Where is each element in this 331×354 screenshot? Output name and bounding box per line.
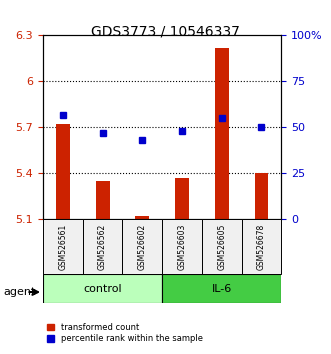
Text: GSM526561: GSM526561 — [58, 224, 68, 270]
FancyBboxPatch shape — [242, 219, 281, 274]
Legend: transformed count, percentile rank within the sample: transformed count, percentile rank withi… — [47, 323, 203, 343]
Text: GSM526605: GSM526605 — [217, 224, 226, 270]
Bar — [175, 178, 189, 219]
Bar — [215, 48, 229, 219]
Text: agent: agent — [3, 287, 36, 297]
FancyBboxPatch shape — [43, 274, 162, 303]
Bar — [135, 216, 149, 219]
Text: GSM526602: GSM526602 — [138, 224, 147, 270]
FancyBboxPatch shape — [122, 219, 162, 274]
Text: GSM526562: GSM526562 — [98, 224, 107, 270]
Text: GSM526678: GSM526678 — [257, 224, 266, 270]
FancyBboxPatch shape — [202, 219, 242, 274]
FancyBboxPatch shape — [162, 274, 281, 303]
FancyBboxPatch shape — [83, 219, 122, 274]
Bar — [255, 173, 268, 219]
FancyBboxPatch shape — [162, 219, 202, 274]
Bar — [56, 124, 70, 219]
Text: IL-6: IL-6 — [212, 284, 232, 293]
Text: control: control — [83, 284, 122, 293]
Text: GDS3773 / 10546337: GDS3773 / 10546337 — [91, 25, 240, 39]
Bar — [96, 181, 110, 219]
Text: GSM526603: GSM526603 — [177, 224, 187, 270]
FancyBboxPatch shape — [43, 219, 83, 274]
